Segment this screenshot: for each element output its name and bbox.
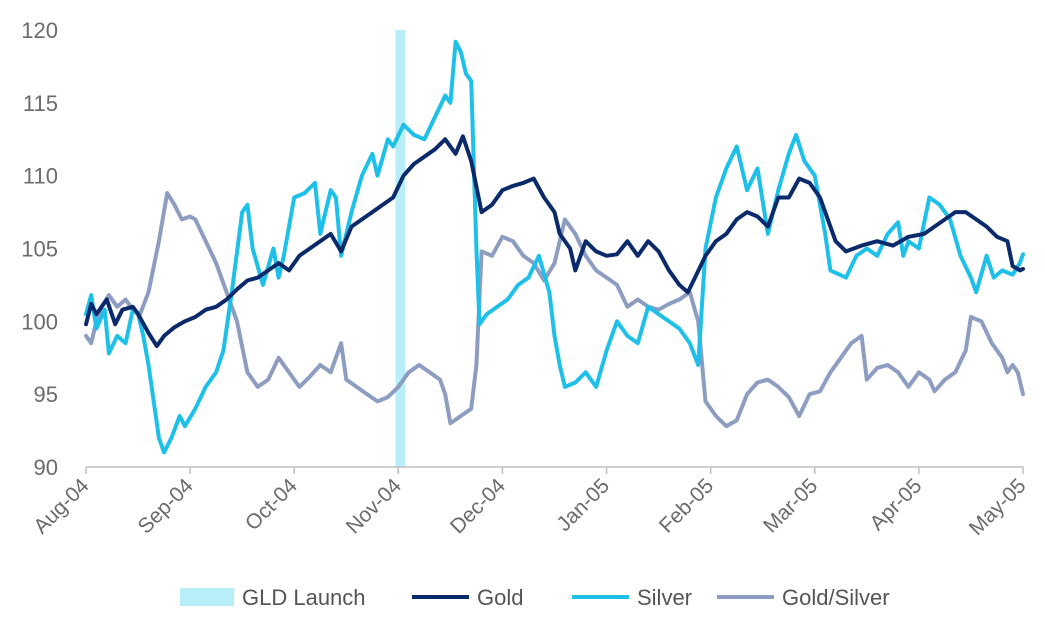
y-tick-label: 90: [34, 455, 58, 480]
legend-item: Gold/Silver: [717, 585, 890, 610]
y-tick-label: 95: [34, 382, 58, 407]
series-line-gold: [84, 134, 1025, 349]
legend-label: Silver: [637, 585, 692, 610]
y-tick-label: 110: [23, 164, 58, 189]
x-tick-label: Nov-04: [342, 474, 406, 538]
series-layer: [84, 39, 1025, 455]
x-tick-label: Jan-05: [552, 474, 614, 536]
legend-item: Gold: [412, 585, 523, 610]
series-line-silver: [84, 39, 1025, 455]
x-tick-label: Apr-05: [866, 474, 927, 535]
y-tick-label: 120: [21, 18, 58, 43]
y-tick-label: 115: [23, 91, 58, 116]
legend-swatch: [180, 588, 234, 606]
gld-launch-layer: [395, 30, 406, 467]
y-tick-label: 100: [21, 309, 58, 334]
series-line-gold-silver: [84, 191, 1025, 429]
x-tick-label: Oct-04: [241, 474, 302, 535]
x-tick-label: Feb-05: [655, 474, 718, 537]
x-tick-label: May-05: [965, 474, 1031, 540]
x-tick-label: Dec-04: [446, 474, 510, 538]
legend-label: Gold: [477, 585, 523, 610]
x-tick-label: Mar-05: [759, 474, 822, 537]
x-tick-label: Sep-04: [133, 474, 197, 538]
y-tick-label: 105: [21, 237, 58, 262]
x-tick-label: Aug-04: [29, 474, 93, 538]
legend-label: GLD Launch: [242, 585, 366, 610]
legend-label: Gold/Silver: [782, 585, 890, 610]
gld-launch-band: [395, 30, 406, 467]
legend-item: GLD Launch: [180, 585, 366, 610]
legend-item: Silver: [572, 585, 692, 610]
legend: GLD Launch Gold Silver Gold/Silver: [180, 585, 890, 610]
